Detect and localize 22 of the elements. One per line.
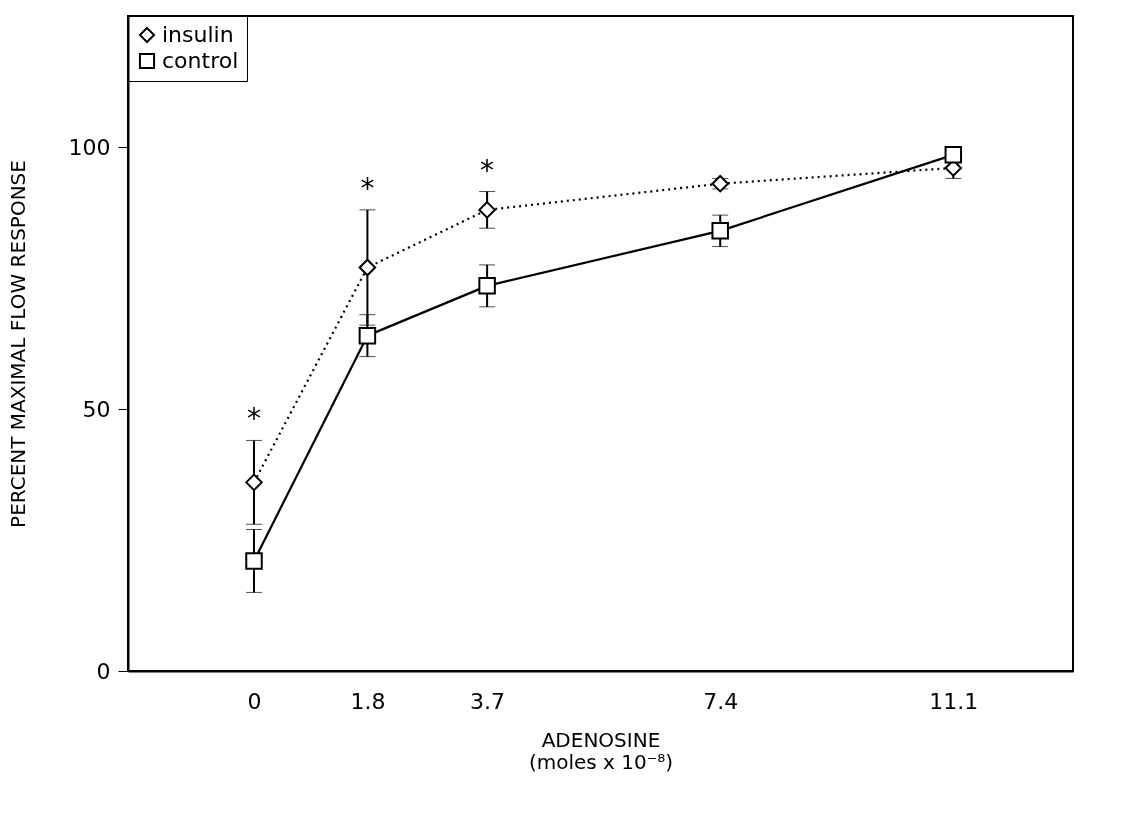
y-tick-label: 0 [96,658,111,684]
x-tick-label: 7.4 [703,688,739,714]
x-tick-label: 0 [247,688,262,714]
point [478,277,496,295]
point [944,146,963,164]
point [358,326,377,345]
point [711,222,729,240]
legend-label: insulin [162,22,234,47]
point [358,258,377,277]
annotation: * [247,402,261,436]
x-tick-label: 11.1 [929,688,979,714]
point [478,201,496,219]
x-tick-label: 3.7 [470,688,506,714]
legend-label: control [162,48,239,73]
annotation: * [480,153,495,187]
annotation: * [360,171,375,205]
x-tick-label: 1.8 [350,688,386,714]
y-tick-label: 50 [82,396,111,422]
x-axis-title: ADENOSINE (moles x 10⁻⁸) [528,727,674,774]
y-axis-title: PERCENT MAXIMAL FLOW RESPONSE [5,160,30,528]
point [245,552,263,570]
y-tick-label: 100 [68,134,111,160]
